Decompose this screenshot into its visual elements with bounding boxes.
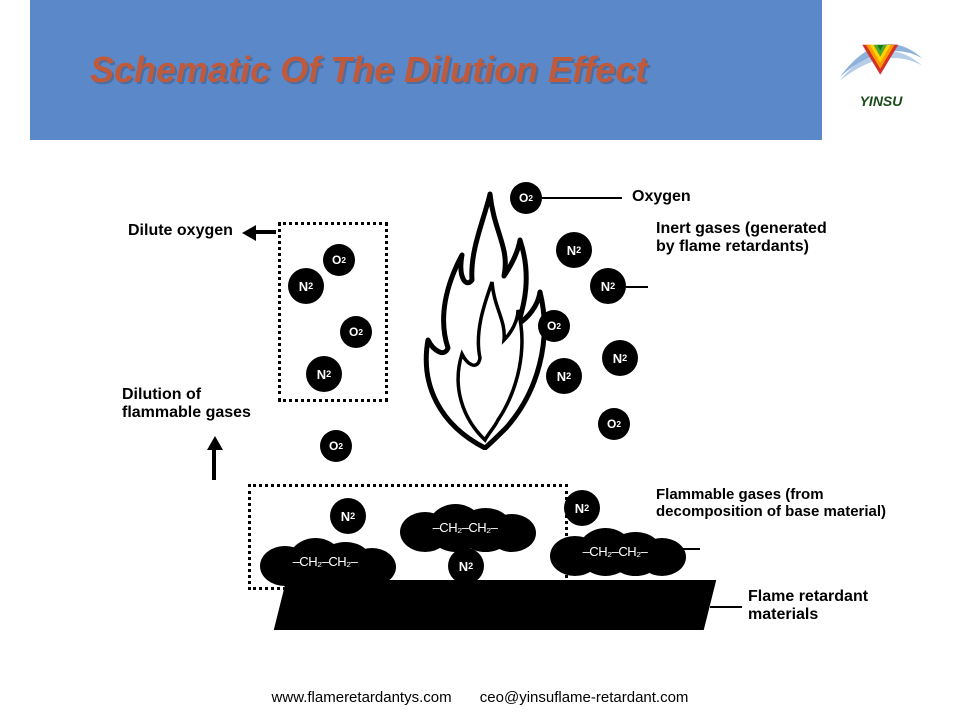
n2-molecule: N2 bbox=[448, 548, 484, 584]
arrow-stem bbox=[256, 230, 276, 234]
o2-molecule: O2 bbox=[323, 244, 355, 276]
label-oxygen: Oxygen bbox=[632, 188, 691, 206]
o2-molecule: O2 bbox=[340, 316, 372, 348]
o2-molecule: O2 bbox=[538, 310, 570, 342]
o2-molecule: O2 bbox=[320, 430, 352, 462]
n2-molecule: N2 bbox=[306, 356, 342, 392]
n2-molecule: N2 bbox=[288, 268, 324, 304]
leader-line bbox=[626, 286, 648, 288]
label-dilution-flammable: Dilution of flammable gases bbox=[122, 386, 251, 422]
ch2-cloud: –CH₂–CH₂– bbox=[400, 504, 530, 544]
n2-molecule: N2 bbox=[330, 498, 366, 534]
n2-molecule: N2 bbox=[546, 358, 582, 394]
slide-header: Schematic Of The Dilution Effect YINSU bbox=[0, 0, 960, 140]
title-block: Schematic Of The Dilution Effect bbox=[30, 0, 822, 140]
arrow-stem bbox=[212, 450, 216, 480]
leader-line bbox=[710, 606, 742, 608]
n2-molecule: N2 bbox=[564, 490, 600, 526]
diagram-canvas: O2 O2 O2 O2 O2 O2 N2 N2 N2 N2 N2 N2 N2 N… bbox=[0, 140, 960, 660]
logo-brand-text: YINSU bbox=[836, 93, 926, 109]
n2-molecule: N2 bbox=[556, 232, 592, 268]
slide-title: Schematic Of The Dilution Effect bbox=[90, 49, 647, 90]
label-inert-gases: Inert gases (generated by flame retardan… bbox=[656, 220, 827, 256]
footer-url: www.flameretardantys.com bbox=[272, 689, 452, 706]
ch2-cloud: –CH₂–CH₂– bbox=[260, 538, 390, 578]
o2-molecule: O2 bbox=[510, 182, 542, 214]
n2-molecule: N2 bbox=[602, 340, 638, 376]
leader-line bbox=[680, 548, 700, 550]
o2-molecule: O2 bbox=[598, 408, 630, 440]
n2-molecule: N2 bbox=[590, 268, 626, 304]
leader-line bbox=[542, 197, 622, 199]
ch2-cloud: –CH₂–CH₂– bbox=[550, 528, 680, 568]
label-flame-retardant: Flame retardant materials bbox=[748, 588, 868, 624]
footer-email: ceo@yinsuflame-retardant.com bbox=[480, 689, 689, 706]
yinsu-logo-icon: YINSU bbox=[836, 32, 926, 109]
slide-footer: www.flameretardantys.com ceo@yinsuflame-… bbox=[0, 689, 960, 706]
label-dilute-oxygen: Dilute oxygen bbox=[128, 222, 233, 240]
label-flammable-gases: Flammable gases (from decomposition of b… bbox=[656, 486, 886, 520]
logo-block: YINSU bbox=[822, 0, 930, 140]
